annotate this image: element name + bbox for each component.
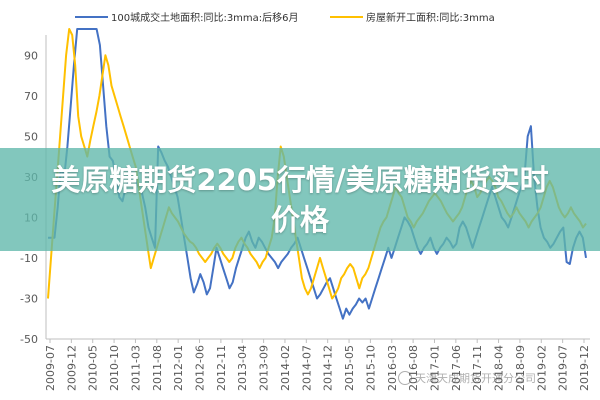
x-tick-label: 2017-11 [471,345,484,391]
x-tick-label: 2010-05 [87,345,100,391]
y-tick-label: -10 [20,252,38,265]
x-tick-label: 2015-10 [364,345,377,391]
y-tick-label: -30 [20,292,38,305]
y-tick-label: 70 [24,90,38,103]
y-tick-label: 50 [24,130,38,143]
chart-legend: 100城成交土地面积:同比:3mma:后移6月 房屋新开工面积:同比:3mma [75,11,495,24]
legend-label-series-1: 100城成交土地面积:同比:3mma:后移6月 [111,11,299,24]
banner-title: 美原糖期货2205行情/美原糖期货实时价格 [51,162,549,237]
watermark-text: 天津天成期货开通分公司 [415,372,536,385]
x-tick-label: 2013-04 [236,345,249,391]
x-tick-label: 2015-05 [343,345,356,391]
watermark: 天津天成期货开通分公司 [398,370,536,386]
y-tick-label: 90 [24,49,38,62]
x-tick-label: 2012-06 [194,345,207,391]
x-tick-label: 2012-01 [172,345,185,391]
x-tick-label: 2019-12 [578,345,591,391]
wechat-icon [398,371,412,385]
legend-label-series-2: 房屋新开工面积:同比:3mma [366,11,495,24]
x-tick-label: 2019-07 [557,345,570,391]
x-tick-label: 2011-08 [151,345,164,391]
x-tick-label: 2019-02 [535,345,548,391]
x-tick-label: 2013-09 [258,345,271,391]
x-axis: 2009-07 2009-12 2010-05 2010-10 2011-03 2011-… [44,338,591,391]
x-tick-label: 2014-12 [322,345,335,391]
x-tick-label: 2012-11 [215,345,228,391]
x-tick-label: 2018-09 [514,345,527,391]
x-tick-label: 2017-01 [428,345,441,391]
x-tick-label: 2011-03 [129,345,142,391]
x-tick-label: 2017-06 [450,345,463,391]
title-banner: 美原糖期货2205行情/美原糖期货实时价格 [0,148,600,251]
y-tick-label: -50 [20,333,38,346]
x-tick-label: 2018-04 [493,345,506,391]
x-tick-label: 2014-07 [300,345,313,391]
x-tick-label: 2009-12 [65,345,78,391]
x-tick-label: 2009-07 [44,345,57,391]
x-tick-label: 2014-02 [279,345,292,391]
x-tick-label: 2016-03 [386,345,399,391]
x-tick-label: 2010-10 [108,345,121,391]
